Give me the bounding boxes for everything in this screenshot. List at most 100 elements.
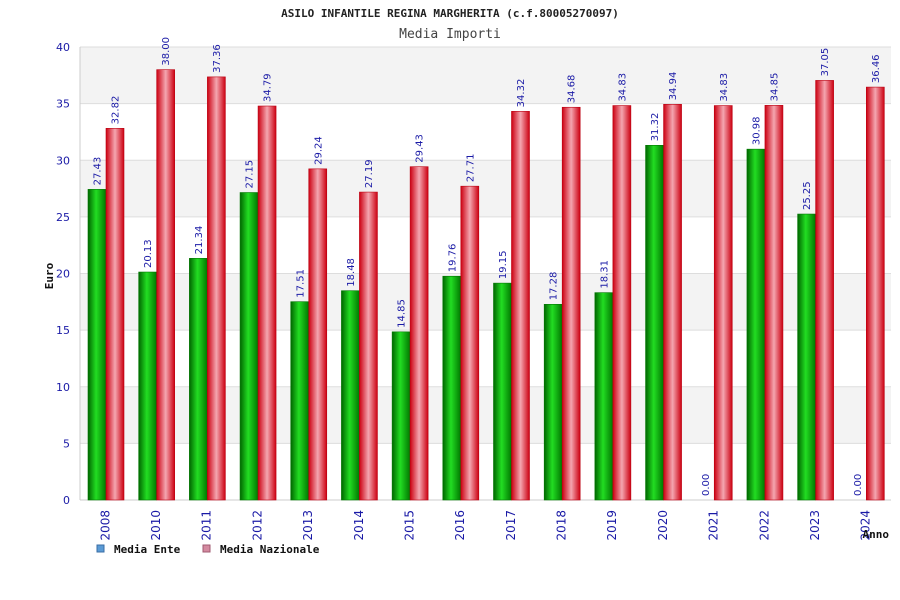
data-label-media-nazionale-2011: 37.36 xyxy=(212,44,223,73)
x-tick-label-2013: 2013 xyxy=(301,510,315,541)
data-label-media-nazionale-2015: 29.43 xyxy=(415,134,426,163)
legend-label-media-ente: Media Ente xyxy=(114,543,181,556)
x-tick-label-2022: 2022 xyxy=(757,510,771,541)
x-tick-label-2017: 2017 xyxy=(504,510,518,541)
legend-swatch-media-ente xyxy=(96,544,105,553)
x-tick-label-2024: 2024 xyxy=(859,510,873,541)
bar-media-ente-2019 xyxy=(594,292,614,501)
bar-media-ente-2011 xyxy=(189,258,208,501)
data-label-media-nazionale-2021: 34.83 xyxy=(719,73,730,102)
legend-swatch-media-nazionale xyxy=(202,544,211,553)
y-tick-label: 10 xyxy=(56,381,70,394)
bars xyxy=(87,69,885,501)
bar-media-nazionale-2017 xyxy=(511,111,530,501)
y-tick-label: 35 xyxy=(56,98,70,111)
data-label-media-nazionale-2023: 37.05 xyxy=(820,48,831,77)
y-tick-label: 25 xyxy=(56,211,70,224)
data-label-media-nazionale-2020: 34.94 xyxy=(668,72,679,101)
data-label-media-ente-2011: 21.34 xyxy=(194,226,205,255)
data-label-media-ente-2015: 14.85 xyxy=(397,299,408,328)
x-tick-label-2011: 2011 xyxy=(200,510,214,541)
x-tick-label-2012: 2012 xyxy=(250,510,264,541)
data-label-media-nazionale-2017: 34.32 xyxy=(516,79,527,108)
bar-media-nazionale-2016 xyxy=(460,185,480,501)
bar-media-ente-2017 xyxy=(493,282,512,501)
x-tick-label-2021: 2021 xyxy=(707,510,721,541)
chart-subtitle: Media Importi xyxy=(399,27,501,42)
bar-media-nazionale-2018 xyxy=(561,106,581,501)
data-label-media-ente-2023: 25.25 xyxy=(802,181,813,210)
bar-media-ente-2023 xyxy=(797,213,816,501)
y-tick-label: 20 xyxy=(56,268,70,281)
bar-media-nazionale-2019 xyxy=(612,105,632,501)
data-label-media-nazionale-2013: 29.24 xyxy=(313,136,324,165)
data-label-media-ente-2018: 17.28 xyxy=(549,272,560,301)
bar-media-nazionale-2020 xyxy=(663,104,682,501)
data-label-media-ente-2012: 27.15 xyxy=(245,160,256,189)
bar-media-ente-2012 xyxy=(239,192,259,501)
bar-media-nazionale-2023 xyxy=(815,80,834,501)
data-label-media-ente-2022: 30.98 xyxy=(751,117,762,146)
bar-media-nazionale-2013 xyxy=(308,168,328,501)
data-label-media-nazionale-2012: 34.79 xyxy=(263,73,274,102)
data-label-media-nazionale-2016: 27.71 xyxy=(465,154,476,183)
bar-media-ente-2020 xyxy=(645,145,664,501)
bar-media-ente-2015 xyxy=(391,331,411,501)
bar-media-nazionale-2021 xyxy=(713,105,733,501)
value-labels: 27.43 32.82 20.13 38.00 21.34 37.36 27.15 34.79… xyxy=(93,37,882,496)
bar-media-nazionale-2024 xyxy=(866,86,885,501)
bar-media-ente-2022 xyxy=(746,148,766,501)
bar-media-nazionale-2008 xyxy=(105,128,125,501)
y-tick-label: 0 xyxy=(63,494,70,507)
bar-media-ente-2016 xyxy=(442,275,462,501)
chart-title: ASILO INFANTILE REGINA MARGHERITA (c.f.8… xyxy=(281,7,619,20)
bar-media-nazionale-2015 xyxy=(409,166,429,501)
legend-label-media-nazionale: Media Nazionale xyxy=(220,543,320,556)
y-tick-label: 15 xyxy=(56,324,70,337)
x-tick-label-2008: 2008 xyxy=(98,510,112,541)
y-axis-ticks: 0 5 10 15 20 25 30 35 40 xyxy=(56,41,70,507)
x-tick-label-2015: 2015 xyxy=(402,510,416,541)
data-label-media-ente-2008: 27.43 xyxy=(93,157,104,186)
data-label-media-ente-2020: 31.32 xyxy=(650,113,661,142)
y-axis-label: Euro xyxy=(43,262,56,289)
x-tick-label-2010: 2010 xyxy=(149,510,163,541)
data-label-media-ente-2024: 0.00 xyxy=(853,474,864,496)
data-label-media-ente-2010: 20.13 xyxy=(143,239,154,268)
x-tick-label-2014: 2014 xyxy=(352,510,366,541)
x-axis-label: Anno xyxy=(863,528,890,541)
x-tick-label-2020: 2020 xyxy=(656,510,670,541)
bar-media-ente-2014 xyxy=(341,290,360,501)
data-label-media-ente-2014: 18.48 xyxy=(346,258,357,287)
bar-media-nazionale-2014 xyxy=(359,191,378,501)
bar-media-ente-2010 xyxy=(138,271,157,501)
data-label-media-nazionale-2008: 32.82 xyxy=(111,96,122,125)
y-tick-label: 30 xyxy=(56,154,70,167)
x-tick-label-2019: 2019 xyxy=(605,510,619,541)
bar-media-nazionale-2022 xyxy=(764,105,784,501)
x-tick-label-2018: 2018 xyxy=(555,510,569,541)
data-label-media-ente-2021: 0.00 xyxy=(701,474,712,496)
x-tick-label-2016: 2016 xyxy=(453,510,467,541)
bar-media-nazionale-2012 xyxy=(257,105,277,501)
data-label-media-ente-2019: 18.31 xyxy=(599,260,610,289)
y-tick-label: 5 xyxy=(63,437,70,450)
data-label-media-nazionale-2019: 34.83 xyxy=(617,73,628,102)
legend: Media Ente Media Nazionale xyxy=(96,543,320,556)
data-label-media-ente-2016: 19.76 xyxy=(447,244,458,273)
data-label-media-nazionale-2022: 34.85 xyxy=(769,73,780,102)
bar-media-ente-2018 xyxy=(543,304,563,501)
data-label-media-nazionale-2014: 27.19 xyxy=(364,159,375,188)
x-tick-label-2023: 2023 xyxy=(808,510,822,541)
bar-media-ente-2008 xyxy=(87,189,107,501)
bar-media-nazionale-2011 xyxy=(207,76,226,501)
y-tick-label: 40 xyxy=(56,41,70,54)
data-label-media-nazionale-2010: 38.00 xyxy=(161,37,172,66)
data-label-media-nazionale-2024: 36.46 xyxy=(871,54,882,83)
bar-media-nazionale-2010 xyxy=(156,69,175,501)
data-label-media-ente-2013: 17.51 xyxy=(295,269,306,298)
data-label-media-ente-2017: 19.15 xyxy=(498,250,509,279)
x-axis-ticks: 2008 2010 2011 2012 2013 2014 2015 2016 2017 2018… xyxy=(98,510,872,541)
